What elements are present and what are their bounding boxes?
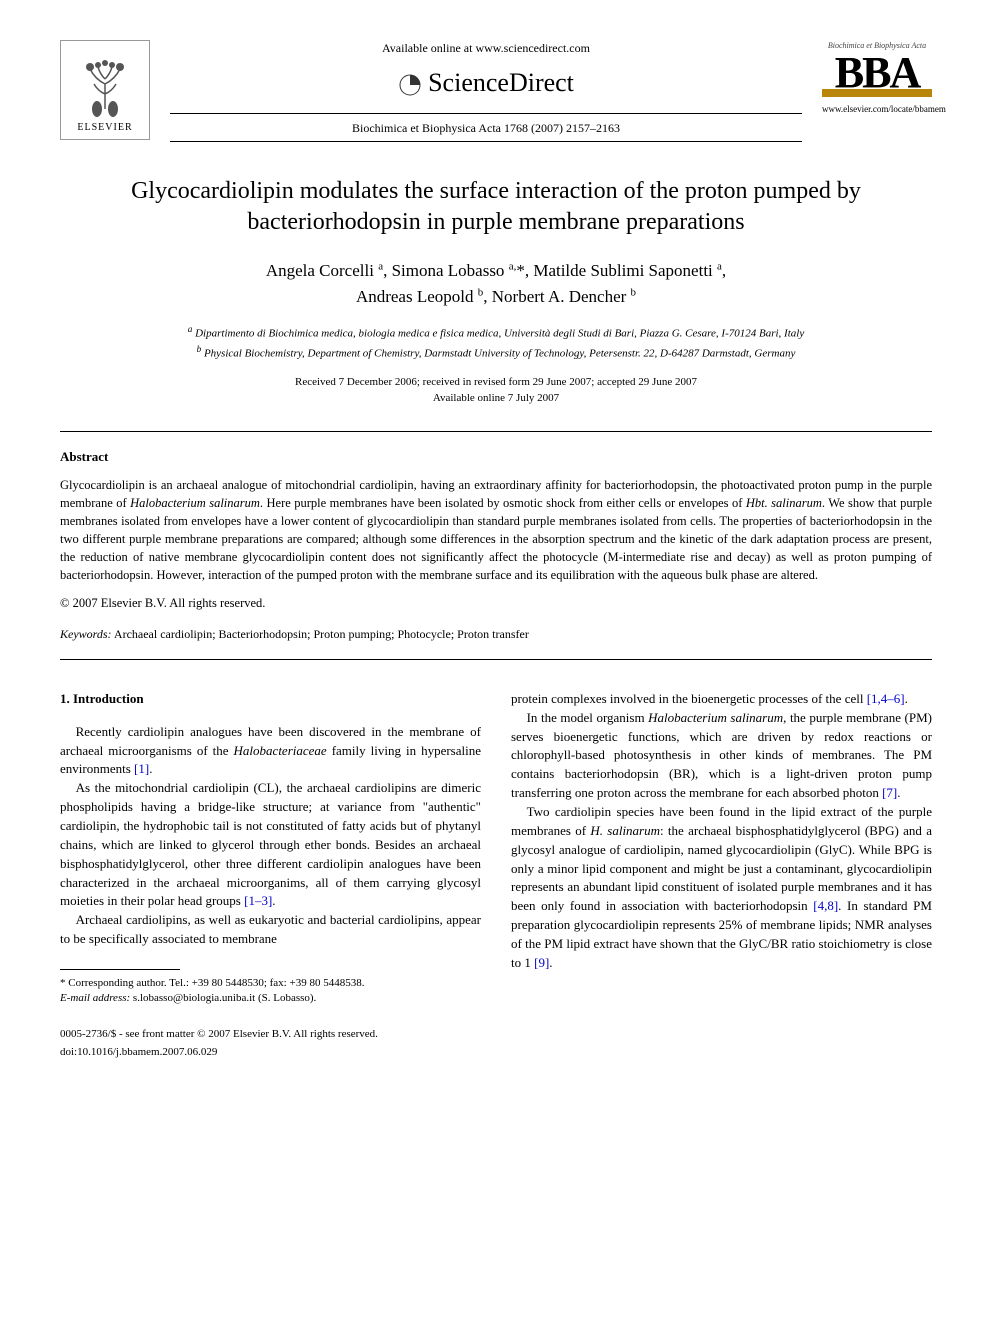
article-title: Glycocardiolipin modulates the surface i… — [60, 176, 932, 238]
column-left: 1. Introduction Recently cardiolipin ana… — [60, 690, 481, 1061]
abstract-heading: Abstract — [60, 448, 932, 466]
received-dates: Received 7 December 2006; received in re… — [60, 374, 932, 391]
email-name: (S. Lobasso). — [258, 992, 316, 1004]
intro-para-6: Two cardiolipin species have been found … — [511, 803, 932, 973]
affiliation-a: a Dipartimento di Biochimica medica, bio… — [60, 323, 932, 342]
email-line: E-mail address: s.lobasso@biologia.uniba… — [60, 991, 481, 1006]
bba-url: www.elsevier.com/locate/bbamem — [822, 103, 932, 116]
abstract-copyright: © 2007 Elsevier B.V. All rights reserved… — [60, 595, 932, 613]
keywords-text: Archaeal cardiolipin; Bacteriorhodopsin;… — [114, 627, 529, 641]
article-dates: Received 7 December 2006; received in re… — [60, 374, 932, 407]
abstract-bottom-rule — [60, 659, 932, 660]
header-rule-bottom — [170, 141, 802, 142]
authors-line: Angela Corcelli a, Simona Lobasso a,*, M… — [60, 258, 932, 309]
elsevier-label: ELSEVIER — [77, 121, 132, 135]
keywords-line: Keywords: Archaeal cardiolipin; Bacterio… — [60, 626, 932, 643]
intro-para-1: Recently cardiolipin analogues have been… — [60, 723, 481, 780]
affiliation-b: b Physical Biochemistry, Department of C… — [60, 343, 932, 362]
email-address[interactable]: s.lobasso@biologia.uniba.it — [133, 992, 255, 1004]
sciencedirect-icon — [398, 71, 422, 95]
journal-reference: Biochimica et Biophysica Acta 1768 (2007… — [170, 120, 802, 137]
body-columns: 1. Introduction Recently cardiolipin ana… — [60, 690, 932, 1061]
intro-para-5: In the model organism Halobacterium sali… — [511, 709, 932, 803]
intro-para-2: As the mitochondrial cardiolipin (CL), t… — [60, 779, 481, 911]
page-header: ELSEVIER Available online at www.science… — [60, 40, 932, 146]
center-header: Available online at www.sciencedirect.co… — [150, 40, 822, 146]
bba-logo: Biochimica et Biophysica Acta BBA www.el… — [822, 40, 932, 115]
elsevier-logo: ELSEVIER — [60, 40, 150, 140]
email-label: E-mail address: — [60, 992, 130, 1004]
abstract-top-rule — [60, 431, 932, 432]
footer-front-matter: 0005-2736/$ - see front matter © 2007 El… — [60, 1027, 481, 1043]
introduction-heading: 1. Introduction — [60, 690, 481, 709]
keywords-label: Keywords: — [60, 627, 112, 641]
abstract-text: Glycocardiolipin is an archaeal analogue… — [60, 476, 932, 585]
available-online-text: Available online at www.sciencedirect.co… — [170, 40, 802, 57]
affiliations: a Dipartimento di Biochimica medica, bio… — [60, 323, 932, 361]
sciencedirect-text: ScienceDirect — [428, 65, 574, 101]
corresponding-line: * Corresponding author. Tel.: +39 80 544… — [60, 976, 481, 991]
corresponding-author-footnote: * Corresponding author. Tel.: +39 80 544… — [60, 976, 481, 1007]
column-right: protein complexes involved in the bioene… — [511, 690, 932, 1061]
bba-letters: BBA — [822, 53, 932, 93]
online-date: Available online 7 July 2007 — [60, 390, 932, 407]
header-rule-top — [170, 113, 802, 114]
footnote-divider — [60, 969, 180, 970]
intro-para-3: Archaeal cardiolipins, as well as eukary… — [60, 911, 481, 949]
intro-para-4: protein complexes involved in the bioene… — [511, 690, 932, 709]
elsevier-tree-icon — [70, 49, 140, 119]
footer-doi: doi:10.1016/j.bbamem.2007.06.029 — [60, 1045, 481, 1061]
sciencedirect-brand: ScienceDirect — [170, 65, 802, 101]
